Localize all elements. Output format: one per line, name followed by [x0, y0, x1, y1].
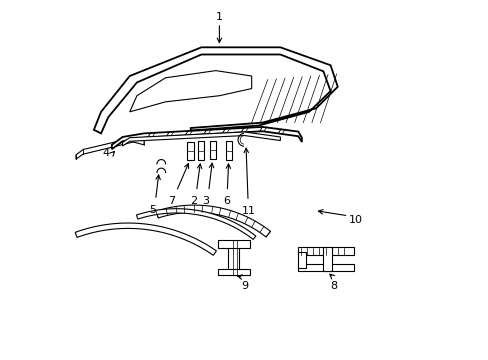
Bar [217, 240, 249, 248]
Bar [217, 269, 249, 275]
Text: 2: 2 [190, 196, 197, 206]
Text: 4: 4 [102, 148, 110, 158]
Polygon shape [94, 47, 337, 134]
Bar [198, 141, 204, 160]
Bar [298, 252, 305, 268]
Bar [322, 247, 331, 271]
Bar [228, 241, 239, 275]
Polygon shape [75, 223, 216, 255]
Bar [187, 142, 193, 160]
Text: 5: 5 [149, 205, 156, 215]
Text: 11: 11 [241, 206, 255, 216]
Bar [225, 141, 232, 160]
Polygon shape [112, 127, 301, 149]
Text: 7: 7 [168, 196, 175, 206]
Text: 1: 1 [216, 12, 223, 22]
Bar [298, 247, 353, 255]
Text: 3: 3 [202, 196, 209, 206]
Polygon shape [76, 138, 144, 159]
Bar [209, 141, 216, 159]
Text: 10: 10 [348, 215, 363, 225]
Text: 9: 9 [241, 281, 247, 291]
Polygon shape [136, 209, 255, 239]
Polygon shape [122, 132, 280, 146]
Polygon shape [156, 205, 270, 237]
Bar [298, 264, 353, 271]
Text: 6: 6 [223, 196, 229, 206]
Text: 8: 8 [330, 281, 337, 291]
Polygon shape [129, 71, 251, 112]
